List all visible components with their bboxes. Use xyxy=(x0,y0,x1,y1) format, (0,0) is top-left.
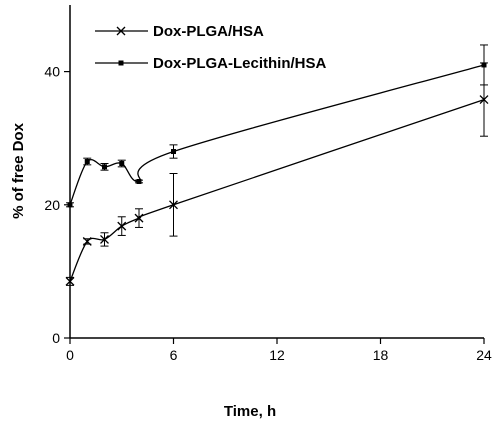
x-axis-title: Time, h xyxy=(224,403,276,420)
point-2-5 xyxy=(136,178,142,184)
point-2-3 xyxy=(102,164,107,170)
x-tick-label-12: 12 xyxy=(269,347,285,363)
point-2-7 xyxy=(481,62,487,68)
ticks: 0 6 12 18 24 0 20 40 xyxy=(44,64,492,363)
point-1-4 xyxy=(117,221,127,231)
point-1-3 xyxy=(100,234,109,244)
point-1-2 xyxy=(82,236,92,246)
series-1 xyxy=(65,62,489,286)
point-1-5 xyxy=(134,213,144,223)
legend-label-1: Dox-PLGA/HSA xyxy=(153,23,264,40)
x-tick-label-24: 24 xyxy=(476,347,492,363)
point-1-1 xyxy=(65,276,75,286)
point-2-2 xyxy=(84,159,90,165)
y-axis-title: % of free Dox xyxy=(10,122,27,219)
point-1-6 xyxy=(169,200,178,210)
plot-area xyxy=(65,44,489,286)
point-2-4 xyxy=(119,161,125,167)
x-tick-label-0: 0 xyxy=(66,347,74,363)
x-tick-label-18: 18 xyxy=(373,347,389,363)
legend-marker-1 xyxy=(116,26,126,36)
y-tick-label-20: 20 xyxy=(44,197,60,213)
legend-marker-2 xyxy=(118,60,124,66)
x-tick-label-6: 6 xyxy=(170,347,178,363)
series-2 xyxy=(66,44,488,208)
y-tick-label-40: 40 xyxy=(44,64,60,80)
legend: Dox-PLGA/HSA Dox-PLGA-Lecithin/HSA xyxy=(95,23,327,72)
series-line-2 xyxy=(69,64,485,206)
y-tick-label-0: 0 xyxy=(52,330,60,346)
legend-entry-1: Dox-PLGA/HSA xyxy=(95,23,264,40)
point-2-1 xyxy=(67,202,73,208)
series-line-1 xyxy=(69,98,485,282)
legend-label-2: Dox-PLGA-Lecithin/HSA xyxy=(153,55,327,72)
point-1-7 xyxy=(479,95,489,105)
point-2-6 xyxy=(171,149,176,155)
legend-entry-2: Dox-PLGA-Lecithin/HSA xyxy=(95,55,327,72)
